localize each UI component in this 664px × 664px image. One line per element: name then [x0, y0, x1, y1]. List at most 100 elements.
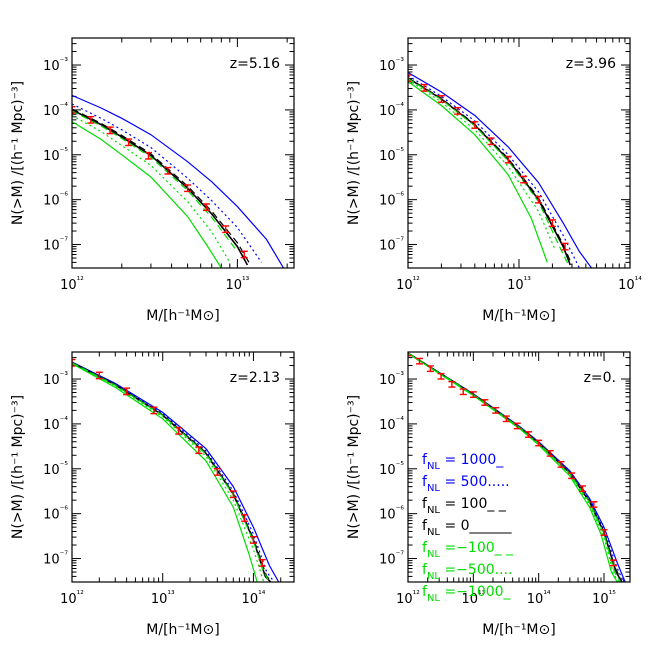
redshift-label: z=3.96: [566, 56, 616, 72]
y-tick-label: 10⁻⁵: [379, 147, 404, 164]
legend: fNL = 1000_fNL = 500.....fNL = 100_ _fNL…: [422, 452, 514, 604]
series-fnl-m100: [72, 362, 270, 582]
error-bar: [229, 490, 237, 499]
error-bar: [150, 406, 158, 415]
series-fnl-m100: [72, 110, 238, 252]
legend-entry-fnl-0: fNL = 0______: [422, 518, 513, 538]
series-fnl-m100: [408, 77, 570, 266]
error-bar: [600, 529, 608, 536]
y-tick-label: 10⁻⁴: [43, 102, 68, 119]
axis-ticks: [71, 351, 294, 583]
plot-frame: [71, 37, 295, 269]
error-bar: [241, 514, 249, 522]
error-bar: [520, 175, 528, 184]
y-tick-label: 10⁻⁶: [379, 192, 404, 209]
error-bar: [87, 115, 95, 124]
error-bar: [448, 380, 456, 388]
x-tick-label: 10¹⁴: [618, 276, 642, 293]
error-bar: [258, 558, 266, 567]
series-fnl-m1000: [72, 121, 222, 268]
error-bar: [437, 372, 445, 380]
panel-3: 10¹² 10¹³ 10¹⁴ 10⁻³ 10⁻⁴ 10⁻⁵ 10⁻⁶ 10⁻⁷ z=2.13 M/…: [10, 351, 295, 638]
y-axis-label: N(>M) /[(h⁻¹ Mpc)⁻³]: [346, 81, 362, 225]
y-tick-label: 10⁻³: [43, 57, 68, 74]
legend-entry-fnl-m100: fNL =−100_ _: [422, 540, 514, 560]
series-fnl-0: [72, 109, 249, 266]
y-tick-label: 10⁻⁵: [43, 147, 68, 164]
y-tick-label: 10⁻⁶: [43, 192, 68, 209]
x-tick-label: 10¹²: [60, 590, 84, 607]
y-tick-label: 10⁻³: [379, 57, 404, 74]
error-bar: [195, 446, 203, 455]
series-fnl-m1000: [72, 363, 258, 582]
error-bar: [125, 138, 133, 147]
series-fnl-m1000: [408, 352, 618, 582]
redshift-label: z=0.: [584, 370, 616, 386]
plot-frame: [407, 351, 631, 583]
x-tick-label: 10¹⁵: [592, 590, 616, 607]
error-bars: [72, 105, 248, 259]
y-tick-label: 10⁻⁷: [379, 237, 404, 254]
error-bar: [95, 371, 103, 380]
y-tick-label: 10⁻⁴: [379, 102, 404, 119]
redshift-label: z=2.13: [230, 370, 280, 386]
series-fnl-0: [408, 77, 572, 266]
y-tick-label: 10⁻³: [43, 371, 68, 388]
series-fnl-m1000: [408, 81, 548, 263]
error-bar: [504, 155, 512, 164]
y-tick-label: 10⁻⁶: [43, 506, 68, 523]
series-fnl-100: [408, 77, 573, 266]
legend-entry-fnl-m1000: fNL =−1000_: [422, 584, 512, 604]
series-fnl-0: [72, 362, 272, 582]
error-bar: [590, 501, 598, 508]
error-bar: [437, 95, 445, 103]
error-bar: [72, 105, 76, 114]
error-bar: [426, 365, 434, 373]
error-bar: [481, 399, 489, 406]
error-bar: [213, 468, 221, 476]
error-bar: [123, 387, 131, 396]
y-tick-label: 10⁻³: [379, 371, 404, 388]
x-axis-label: M/[h⁻¹M⊙]: [482, 622, 555, 638]
error-bar: [416, 357, 424, 365]
series-fnl-1000: [408, 71, 592, 268]
axis-ticks: [407, 37, 631, 269]
x-tick-label: 10¹²: [60, 276, 84, 293]
curves: [72, 361, 280, 582]
y-tick-label: 10⁻⁵: [379, 461, 404, 478]
y-tick-label: 10⁻⁷: [379, 551, 404, 568]
series-fnl-1000: [72, 94, 285, 268]
x-axis-label: M/[h⁻¹M⊙]: [482, 308, 555, 324]
x-tick-label: 10¹⁴: [527, 590, 551, 607]
x-axis-label: M/[h⁻¹M⊙]: [146, 622, 219, 638]
axis-ticks: [407, 351, 630, 583]
series-fnl-500: [408, 75, 580, 268]
error-bar: [222, 225, 230, 234]
x-tick-label: 10¹²: [396, 590, 420, 607]
legend-entry-fnl-500: fNL = 500.....: [422, 474, 510, 494]
error-bar: [548, 219, 556, 228]
y-tick-label: 10⁻⁴: [379, 416, 404, 433]
x-tick-label: 10¹³: [461, 590, 485, 607]
panel-1: 10¹² 10¹³ 10⁻³ 10⁻⁴ 10⁻⁵ 10⁻⁶ 10⁻⁷ z=5.16 M/[h⁻¹…: [10, 37, 295, 324]
x-tick-label: 10¹³: [151, 590, 175, 607]
error-bar: [408, 74, 412, 83]
error-bar: [502, 415, 510, 423]
error-bar: [240, 250, 248, 259]
y-tick-label: 10⁻⁵: [43, 461, 68, 478]
error-bars: [408, 352, 618, 567]
y-tick-label: 10⁻⁷: [43, 237, 68, 254]
x-tick-label: 10¹⁴: [242, 590, 266, 607]
error-bar: [557, 461, 565, 468]
error-bar: [579, 485, 587, 493]
error-bar: [492, 406, 500, 414]
error-bar: [546, 449, 554, 457]
legend-entry-fnl-m500: fNL =−500....: [422, 562, 512, 582]
y-tick-label: 10⁻⁷: [43, 551, 68, 568]
error-bar: [561, 242, 569, 251]
legend-entry-fnl-1000: fNL = 1000_: [422, 452, 504, 472]
error-bar: [420, 83, 428, 92]
error-bar: [164, 166, 172, 175]
error-bar: [469, 391, 477, 399]
